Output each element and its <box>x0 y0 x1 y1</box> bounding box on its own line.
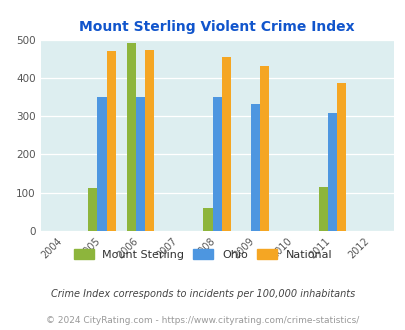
Bar <box>336 83 345 231</box>
Bar <box>88 188 97 231</box>
Title: Mount Sterling Violent Crime Index: Mount Sterling Violent Crime Index <box>79 20 354 34</box>
Bar <box>221 57 230 231</box>
Bar <box>145 50 154 231</box>
Bar <box>327 113 336 231</box>
Bar <box>107 51 115 231</box>
Bar <box>97 97 107 231</box>
Bar <box>260 66 269 231</box>
Text: Crime Index corresponds to incidents per 100,000 inhabitants: Crime Index corresponds to incidents per… <box>51 289 354 299</box>
Text: © 2024 CityRating.com - https://www.cityrating.com/crime-statistics/: © 2024 CityRating.com - https://www.city… <box>46 316 359 325</box>
Bar <box>318 186 327 231</box>
Bar <box>212 97 221 231</box>
Legend: Mount Sterling, Ohio, National: Mount Sterling, Ohio, National <box>73 249 332 260</box>
Bar <box>250 104 260 231</box>
Bar <box>203 208 212 231</box>
Bar <box>136 97 145 231</box>
Bar <box>126 44 136 231</box>
